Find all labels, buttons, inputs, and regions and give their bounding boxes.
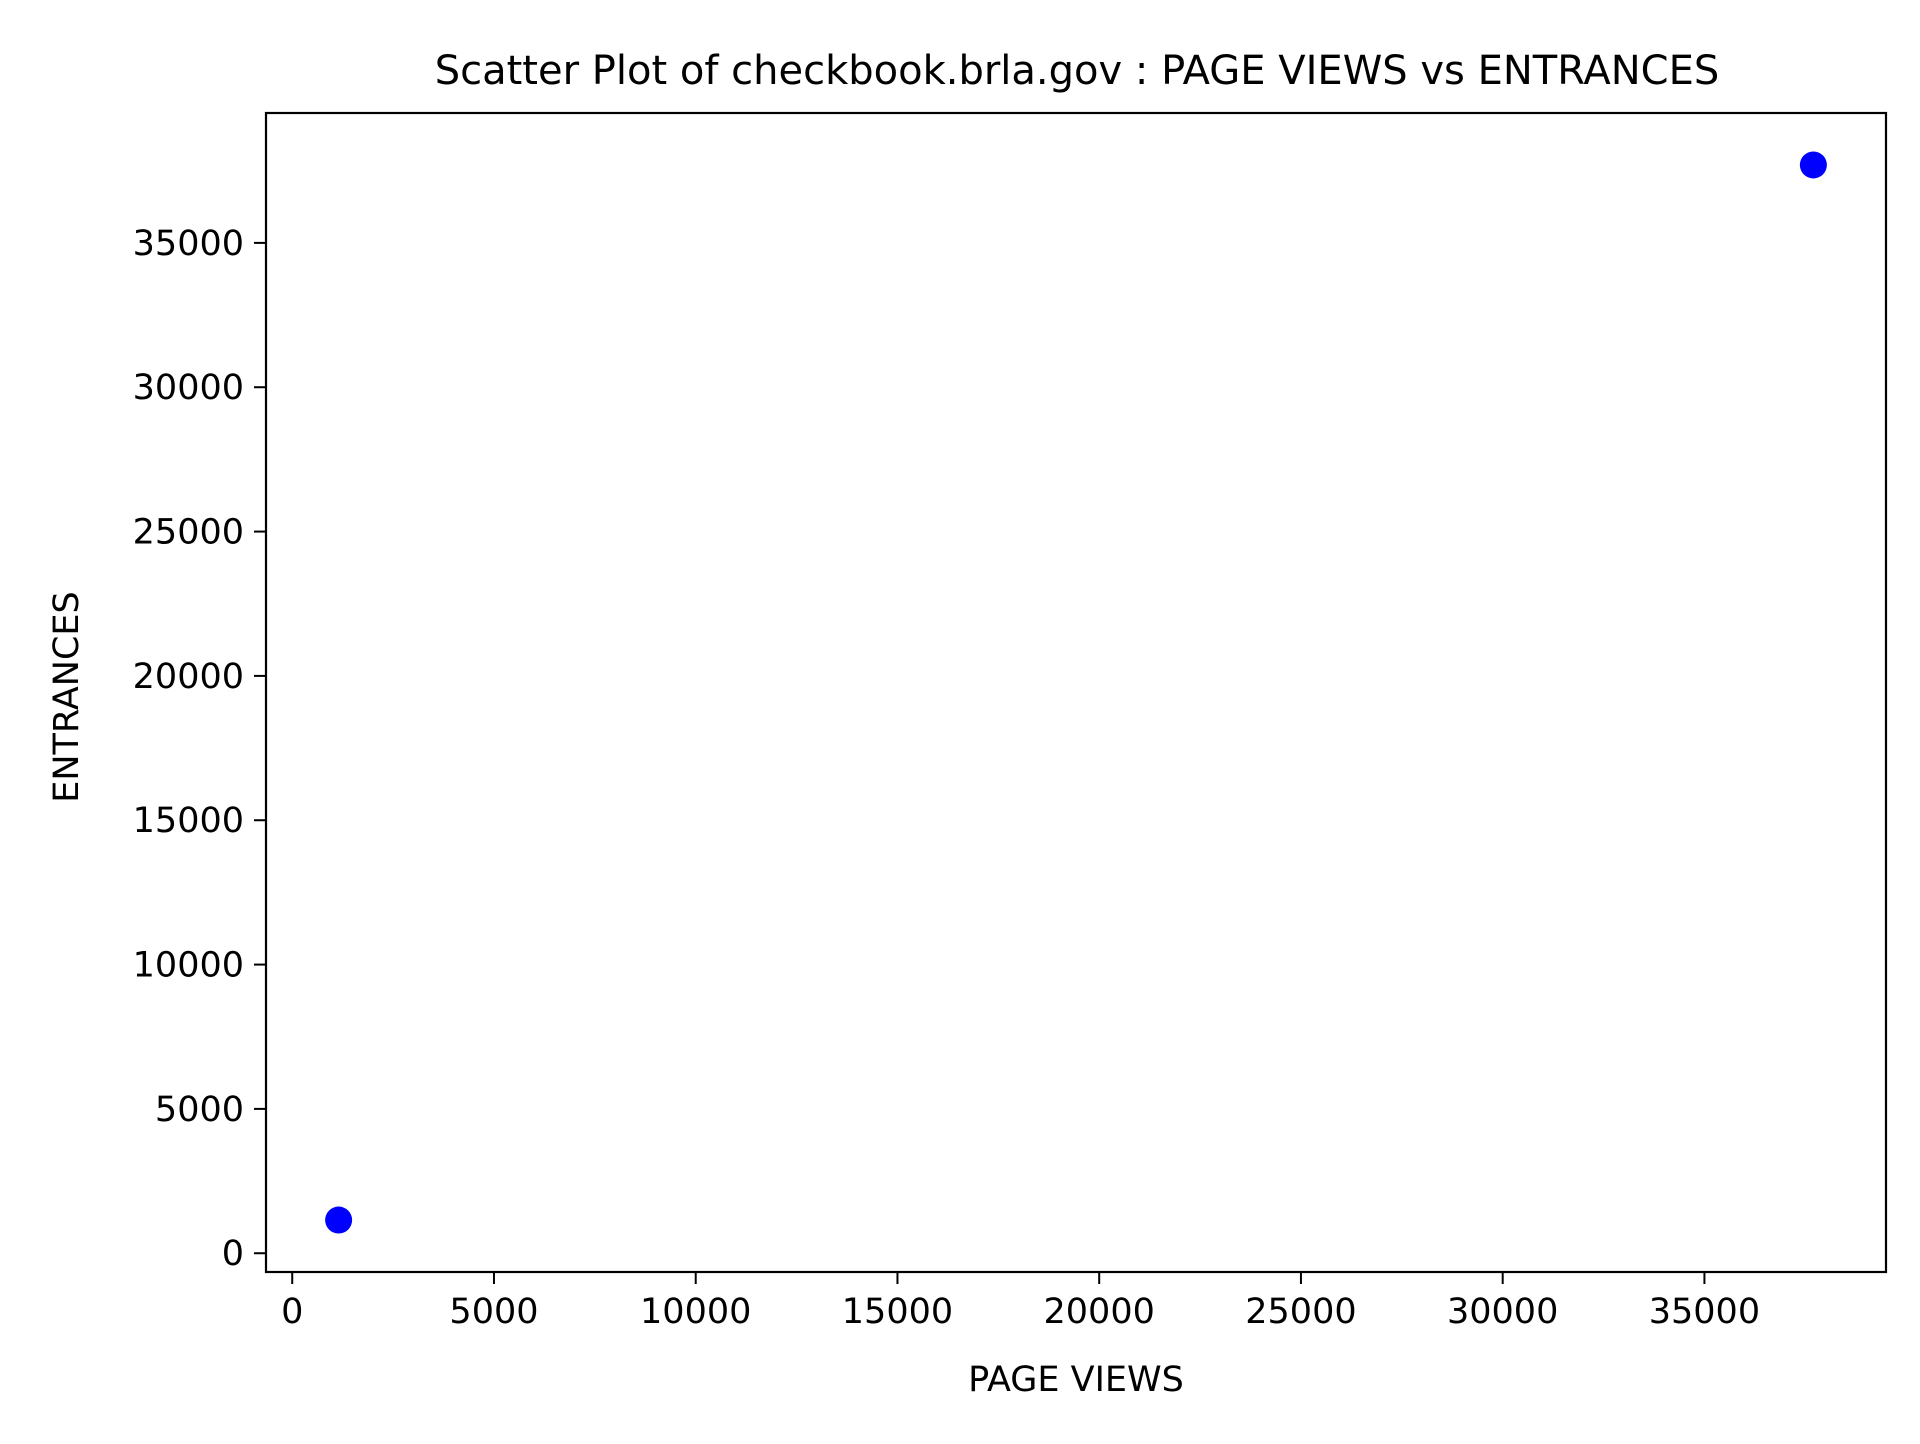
chart-title: Scatter Plot of checkbook.brla.gov : PAG…: [435, 48, 1720, 94]
data-point: [1799, 151, 1827, 179]
x-tick-label: 0: [281, 1292, 303, 1332]
y-tick-label: 15000: [133, 801, 244, 841]
x-tick-label: 25000: [1245, 1292, 1356, 1332]
y-tick-label: 5000: [155, 1090, 244, 1130]
data-points: [325, 151, 1827, 1234]
x-tick-label: 5000: [449, 1292, 538, 1332]
y-axis-label: ENTRANCES: [47, 591, 87, 802]
y-tick-label: 0: [222, 1234, 244, 1274]
x-axis-ticks: 0 5000 10000 15000 20000 25000 30000 35000: [281, 1272, 1760, 1332]
x-tick-label: 35000: [1649, 1292, 1760, 1332]
y-axis-ticks: 0 5000 10000 15000 20000 25000 30000 35000: [133, 224, 266, 1274]
y-tick-label: 30000: [133, 368, 244, 408]
plot-area-frame: [264, 111, 1888, 1274]
y-tick-label: 35000: [133, 224, 244, 264]
x-tick-label: 30000: [1447, 1292, 1558, 1332]
y-tick-label: 10000: [133, 946, 244, 986]
y-tick-label: 25000: [133, 513, 244, 553]
data-point: [325, 1206, 353, 1234]
x-tick-label: 15000: [842, 1292, 953, 1332]
x-tick-label: 20000: [1044, 1292, 1155, 1332]
x-axis-label: PAGE VIEWS: [968, 1360, 1184, 1400]
x-tick-label: 10000: [640, 1292, 751, 1332]
y-tick-label: 20000: [133, 657, 244, 697]
